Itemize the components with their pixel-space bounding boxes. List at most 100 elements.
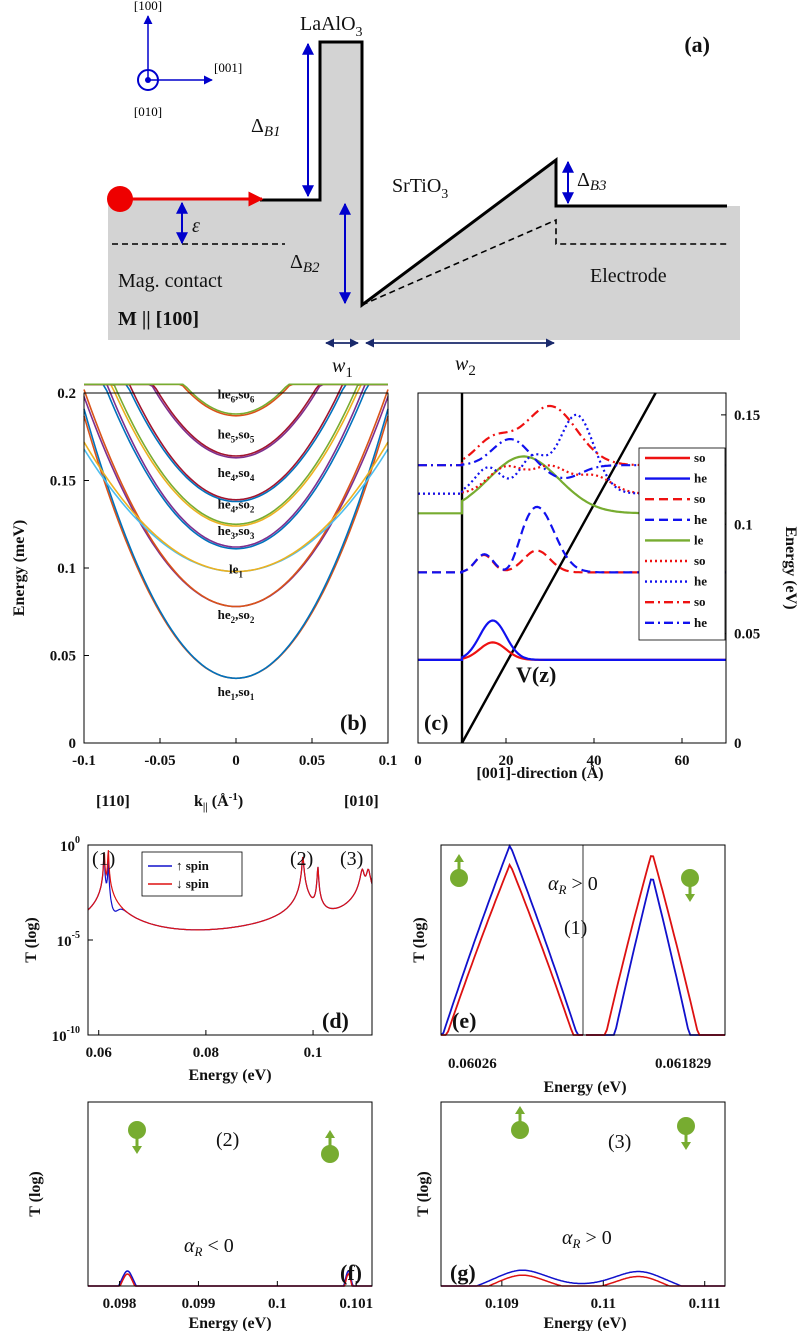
panel-f-chart: 0.098 0.099 0.1 0.101 (2) αR < 0 T (log) En… xyxy=(27,1101,373,1331)
panel-a-label: (a) xyxy=(684,32,710,57)
c-legend-label-8: he xyxy=(694,615,707,630)
e-xtick-1: 0.061829 xyxy=(655,1056,711,1072)
b-state-label-2: he4,so4 xyxy=(218,465,255,483)
band-edge-line xyxy=(260,40,727,308)
c-ticks: 0 20 40 60 0 0.05 0.1 0.15 xyxy=(414,408,760,769)
c-ytick-2: 0.1 xyxy=(734,517,753,533)
b-series-10 xyxy=(84,383,388,503)
f-frame xyxy=(87,1101,373,1287)
b-xtick-3: 0.05 xyxy=(299,753,325,769)
e-annotation: αR > 0 xyxy=(548,873,598,897)
c-legend-label-2: so xyxy=(694,491,706,506)
f-xtick-3: 0.101 xyxy=(339,1296,373,1312)
e-peak-label: (1) xyxy=(564,917,587,939)
e-series-down-left xyxy=(441,862,583,1036)
axis-010-label: [010] xyxy=(134,104,162,119)
axis-100-label: [100] xyxy=(134,0,162,13)
b-state-label-6: he2,so2 xyxy=(218,607,255,625)
b-series-3 xyxy=(83,389,389,608)
c-ytick-0: 0 xyxy=(734,736,742,752)
b-state-label-5: le1 xyxy=(229,561,243,579)
electrode-label: Electrode xyxy=(590,265,667,287)
spin-up-icon xyxy=(511,1106,529,1139)
b-state-label-7: he1,so1 xyxy=(218,684,255,702)
panel-e-chart: 0.06026 0.061829 αR > 0 (1) T (log) Ener… xyxy=(411,843,726,1096)
b-dispersion-curves xyxy=(83,383,389,680)
b-xlabel-left: [110] xyxy=(96,793,130,810)
spin-down-icon xyxy=(677,1117,695,1150)
c-wavefunction-1 xyxy=(418,619,726,661)
epsilon-label: ε xyxy=(192,215,200,237)
axis-001-label: [001] xyxy=(214,60,242,75)
coordinate-axes xyxy=(137,15,213,91)
c-legend-label-4: le xyxy=(694,532,704,547)
f-transmission-curves xyxy=(88,1269,372,1287)
f-xlabel: Energy (eV) xyxy=(188,1315,271,1331)
spin-up-icon xyxy=(450,854,468,887)
c-legend-label-1: he xyxy=(694,471,707,486)
e-series-down-right xyxy=(586,855,725,1036)
dashed-fermi-line xyxy=(112,218,727,306)
d-ytick-2: 10-10 xyxy=(52,1025,80,1045)
d-legend: ↑ spin ↓ spin xyxy=(141,851,243,897)
d-transmission-curves xyxy=(87,850,373,931)
f-xtick-1: 0.099 xyxy=(182,1296,216,1312)
b-ticks: -0.1 -0.05 0 0.05 0.1 0 0.05 0.1 0.15 0.2 xyxy=(50,386,398,769)
c-legend-label-0: so xyxy=(694,450,706,465)
g-xtick-1: 0.11 xyxy=(591,1296,616,1312)
c-legend-label-7: so xyxy=(694,594,706,609)
d-series-down xyxy=(87,850,373,931)
d-panel-label: (d) xyxy=(322,1008,349,1033)
c-xtick-2: 40 xyxy=(587,753,602,769)
b-series-7 xyxy=(84,383,388,548)
b-series-8 xyxy=(84,383,388,527)
f-ticks: 0.098 0.099 0.1 0.101 xyxy=(103,1281,373,1312)
c-panel-label: (c) xyxy=(424,710,448,735)
panel-c-chart: 0 20 40 60 0 0.05 0.1 0.15 so he so he le so he so he V… xyxy=(414,392,799,782)
srtio3-label: SrTiO3 xyxy=(392,175,448,202)
d-xlabel: Energy (eV) xyxy=(188,1067,271,1084)
spin-up-icon xyxy=(321,1130,339,1163)
g-xtick-2: 0.111 xyxy=(689,1296,721,1312)
c-potential-label: V(z) xyxy=(516,662,556,687)
b-panel-label: (b) xyxy=(340,710,367,735)
d-xtick-2: 0.1 xyxy=(304,1045,323,1061)
b-xlabel-right: [010] xyxy=(344,793,379,810)
panel-d-chart: 0.06 0.08 0.1 100 10-5 10-10 (1) (2) (3) ↑ sp… xyxy=(23,835,373,1084)
f-panel-label: (f) xyxy=(340,1260,362,1285)
magnetization-label: M || [100] xyxy=(118,308,199,330)
b-series-15 xyxy=(84,383,388,415)
delta-b3-label: ΔB3 xyxy=(577,169,607,194)
e-xtick-0: 0.06026 xyxy=(448,1056,497,1072)
d-ylabel: T (log) xyxy=(23,917,40,962)
b-ytick-1: 0.05 xyxy=(50,649,76,665)
g-series-down xyxy=(441,1274,725,1287)
g-frame xyxy=(440,1101,726,1287)
e-ylabel: T (log) xyxy=(411,917,428,962)
b-xtick-2: 0 xyxy=(232,753,240,769)
panel-b-chart: -0.1 -0.05 0 0.05 0.1 0 0.05 0.1 0.15 0.2 he6,so6… xyxy=(11,383,398,813)
g-xtick-0: 0.109 xyxy=(485,1296,519,1312)
b-xtick-0: -0.1 xyxy=(72,753,96,769)
w2-label: w2 xyxy=(455,353,476,379)
f-ylabel: T (log) xyxy=(27,1171,44,1216)
d-peak-2: (2) xyxy=(290,848,313,870)
c-wavefunction-5 xyxy=(418,464,726,495)
b-xtick-4: 0.1 xyxy=(379,753,398,769)
f-xtick-0: 0.098 xyxy=(103,1296,137,1312)
panel-g-chart: 0.109 0.11 0.111 (3) αR > 0 T (log) Energy… xyxy=(415,1101,726,1331)
c-wavefunction-2 xyxy=(418,549,726,574)
contact-label: Mag. contact xyxy=(118,270,223,292)
g-transmission-curves xyxy=(441,1269,725,1287)
b-state-label-4: he3,so3 xyxy=(218,523,255,541)
c-ytick-1: 0.05 xyxy=(734,627,760,643)
f-peak-label: (2) xyxy=(216,1129,239,1151)
c-wavefunction-6 xyxy=(418,413,726,495)
c-xtick-1: 20 xyxy=(499,753,514,769)
c-legend: so he so he le so he so he xyxy=(638,447,726,641)
d-xtick-0: 0.06 xyxy=(86,1045,113,1061)
b-ytick-4: 0.2 xyxy=(57,386,76,402)
b-state-label-0: he6,so6 xyxy=(218,386,255,404)
d-ticks: 0.06 0.08 0.1 100 10-5 10-10 xyxy=(52,835,323,1061)
b-ytick-2: 0.1 xyxy=(57,561,76,577)
